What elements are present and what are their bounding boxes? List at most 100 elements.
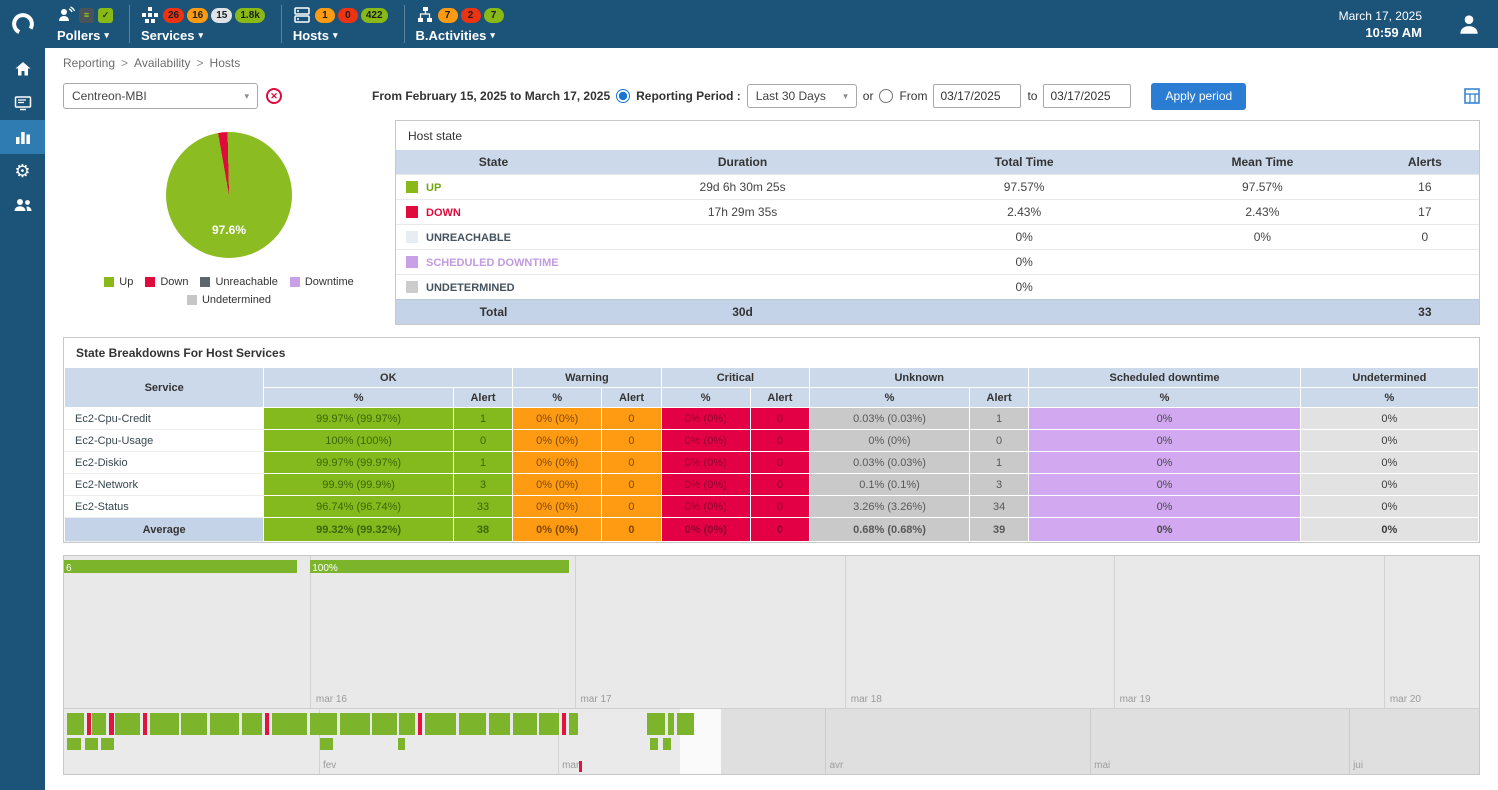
- total-time-cell: 0%: [894, 248, 1155, 274]
- period-range-text: From February 15, 2025 to March 17, 2025: [372, 89, 611, 103]
- breadcrumb-reporting[interactable]: Reporting: [63, 56, 116, 70]
- apply-period-button[interactable]: Apply period: [1151, 82, 1247, 110]
- breakdown-row: Ec2-Cpu-Usage 100% (100%) 0 0% (0%) 0 0% (0%)…: [63, 429, 1480, 452]
- reporting-period-label: Reporting Period :: [636, 89, 741, 103]
- status-badge[interactable]: 422: [360, 7, 388, 23]
- brush-bar: [92, 713, 107, 735]
- sub-header: %: [660, 387, 751, 408]
- alerts-cell: [1370, 273, 1479, 299]
- brush-bar: [109, 713, 114, 735]
- breakdown-cell: 0%: [1028, 517, 1301, 542]
- host-state-row: UP 29d 6h 30m 25s 97.57% 97.57% 16: [396, 173, 1479, 199]
- status-badge[interactable]: 1: [314, 7, 335, 23]
- breadcrumb-separator: >: [196, 56, 204, 70]
- breakdown-cell: 0%: [1299, 517, 1480, 542]
- sidebar-item-home[interactable]: [0, 52, 45, 86]
- availability-bar: 100%: [310, 560, 570, 574]
- column-header: Service: [63, 367, 265, 408]
- custom-period-radio[interactable]: [879, 89, 894, 103]
- gridline: [1113, 556, 1115, 708]
- poller-ok-icon[interactable]: ✓: [98, 7, 113, 23]
- state-swatch: [406, 255, 418, 268]
- brush-bar: [662, 738, 672, 750]
- brush-bar: [512, 713, 537, 735]
- status-badge[interactable]: 7: [483, 7, 504, 23]
- status-badge[interactable]: 7: [437, 7, 458, 23]
- reporting-period-radio[interactable]: [616, 89, 631, 103]
- duration-cell: [590, 248, 895, 274]
- brush-bar: [397, 738, 405, 750]
- breakdown-cell: 0: [601, 429, 662, 452]
- chevron-down-icon: ▾: [490, 30, 495, 40]
- status-badge[interactable]: 2: [460, 7, 481, 23]
- brush-bar: [100, 738, 114, 750]
- sub-header: %: [263, 387, 454, 408]
- timeline-brush[interactable]: fev mar avr mai jui: [64, 708, 1479, 774]
- monitoring-icon: [14, 96, 31, 111]
- sidebar-item-reporting[interactable]: [0, 120, 45, 154]
- service-breakdown-title: State Breakdowns For Host Services: [76, 346, 286, 360]
- breakdown-cell: 0% (0%): [512, 495, 603, 518]
- state-label: DOWN: [426, 206, 461, 219]
- period-select[interactable]: Last 30 Days ▾: [746, 84, 857, 108]
- brush-bar: [264, 713, 270, 735]
- nav-hosts-label: Hosts: [292, 28, 329, 43]
- breakdown-cell: 100% (100%): [263, 429, 454, 452]
- business-activities-icon: [417, 7, 432, 22]
- host-filter-select[interactable]: Centreon-MBI ▾: [63, 83, 258, 109]
- total-alerts: 33: [1370, 298, 1479, 324]
- nav-services[interactable]: 26 16 15 1.8k Services ▾: [129, 0, 281, 48]
- status-badge[interactable]: 1.8k: [235, 7, 265, 23]
- service-name-cell: Ec2-Diskio: [63, 451, 265, 474]
- legend-item: Unreachable: [200, 276, 278, 288]
- column-header: Duration: [590, 150, 895, 174]
- brush-bar: [424, 713, 456, 735]
- breakdown-row: Ec2-Cpu-Credit 99.97% (99.97%) 1 0% (0%) 0 0%…: [63, 407, 1480, 430]
- sidebar-item-administration[interactable]: [0, 188, 45, 222]
- breakdown-cell: 0.68% (0.68%): [809, 517, 970, 542]
- service-breakdown-table: Service OK Warning Critical Unknown Sche…: [63, 367, 1480, 542]
- column-header: Scheduled downtime: [1028, 367, 1301, 388]
- sidebar-item-configuration[interactable]: ⚙: [0, 154, 45, 188]
- nav-hosts[interactable]: 1 0 422 Hosts ▾: [280, 0, 404, 48]
- column-header: Total Time: [894, 150, 1155, 174]
- breakdown-cell: 0: [601, 517, 662, 542]
- state-label: UNDETERMINED: [426, 281, 515, 294]
- breadcrumb-availability[interactable]: Availability: [134, 56, 191, 70]
- brush-unselected-area[interactable]: [720, 709, 1479, 774]
- sub-header: Alert: [749, 387, 811, 408]
- breakdown-cell: 96.74% (96.74%): [263, 495, 454, 518]
- brush-bar: [143, 713, 148, 735]
- sidebar-item-monitoring[interactable]: [0, 86, 45, 120]
- poller-status-icon[interactable]: ≡: [79, 7, 94, 23]
- user-menu[interactable]: [1440, 0, 1498, 48]
- nav-bactivities-label: B.Activities: [415, 28, 487, 43]
- brush-bar: [458, 713, 486, 735]
- chevron-down-icon: ▾: [104, 30, 109, 40]
- breakdown-cell: 0%: [1299, 473, 1480, 496]
- host-state-total-row: Total 30d 33: [396, 298, 1479, 324]
- clear-filter-icon[interactable]: ✕: [266, 88, 282, 104]
- breakdown-cell: 1: [452, 451, 514, 474]
- breakdown-cell: 0%: [1299, 429, 1480, 452]
- to-date-input[interactable]: [1043, 84, 1132, 108]
- gridline: [1384, 556, 1386, 708]
- services-icon: [142, 7, 158, 23]
- status-badge[interactable]: 15: [211, 7, 233, 23]
- breadcrumb-hosts[interactable]: Hosts: [209, 56, 241, 70]
- status-badge[interactable]: 16: [187, 7, 209, 23]
- header-datetime: March 17, 2025 10:59 AM: [1339, 0, 1440, 48]
- status-badge[interactable]: 26: [163, 7, 185, 23]
- sub-header: Alert: [452, 387, 514, 408]
- centreon-logo[interactable]: [0, 0, 45, 48]
- brush-bar: [85, 738, 98, 750]
- from-date-input[interactable]: [933, 84, 1022, 108]
- nav-pollers[interactable]: ≡ ✓ Pollers ▾: [45, 0, 129, 48]
- sub-header: %: [512, 387, 603, 408]
- export-icon[interactable]: [1464, 88, 1480, 104]
- services-badges: 26 16 15 1.8k: [163, 7, 265, 23]
- breadcrumb-separator: >: [121, 56, 129, 70]
- status-badge[interactable]: 0: [337, 7, 358, 23]
